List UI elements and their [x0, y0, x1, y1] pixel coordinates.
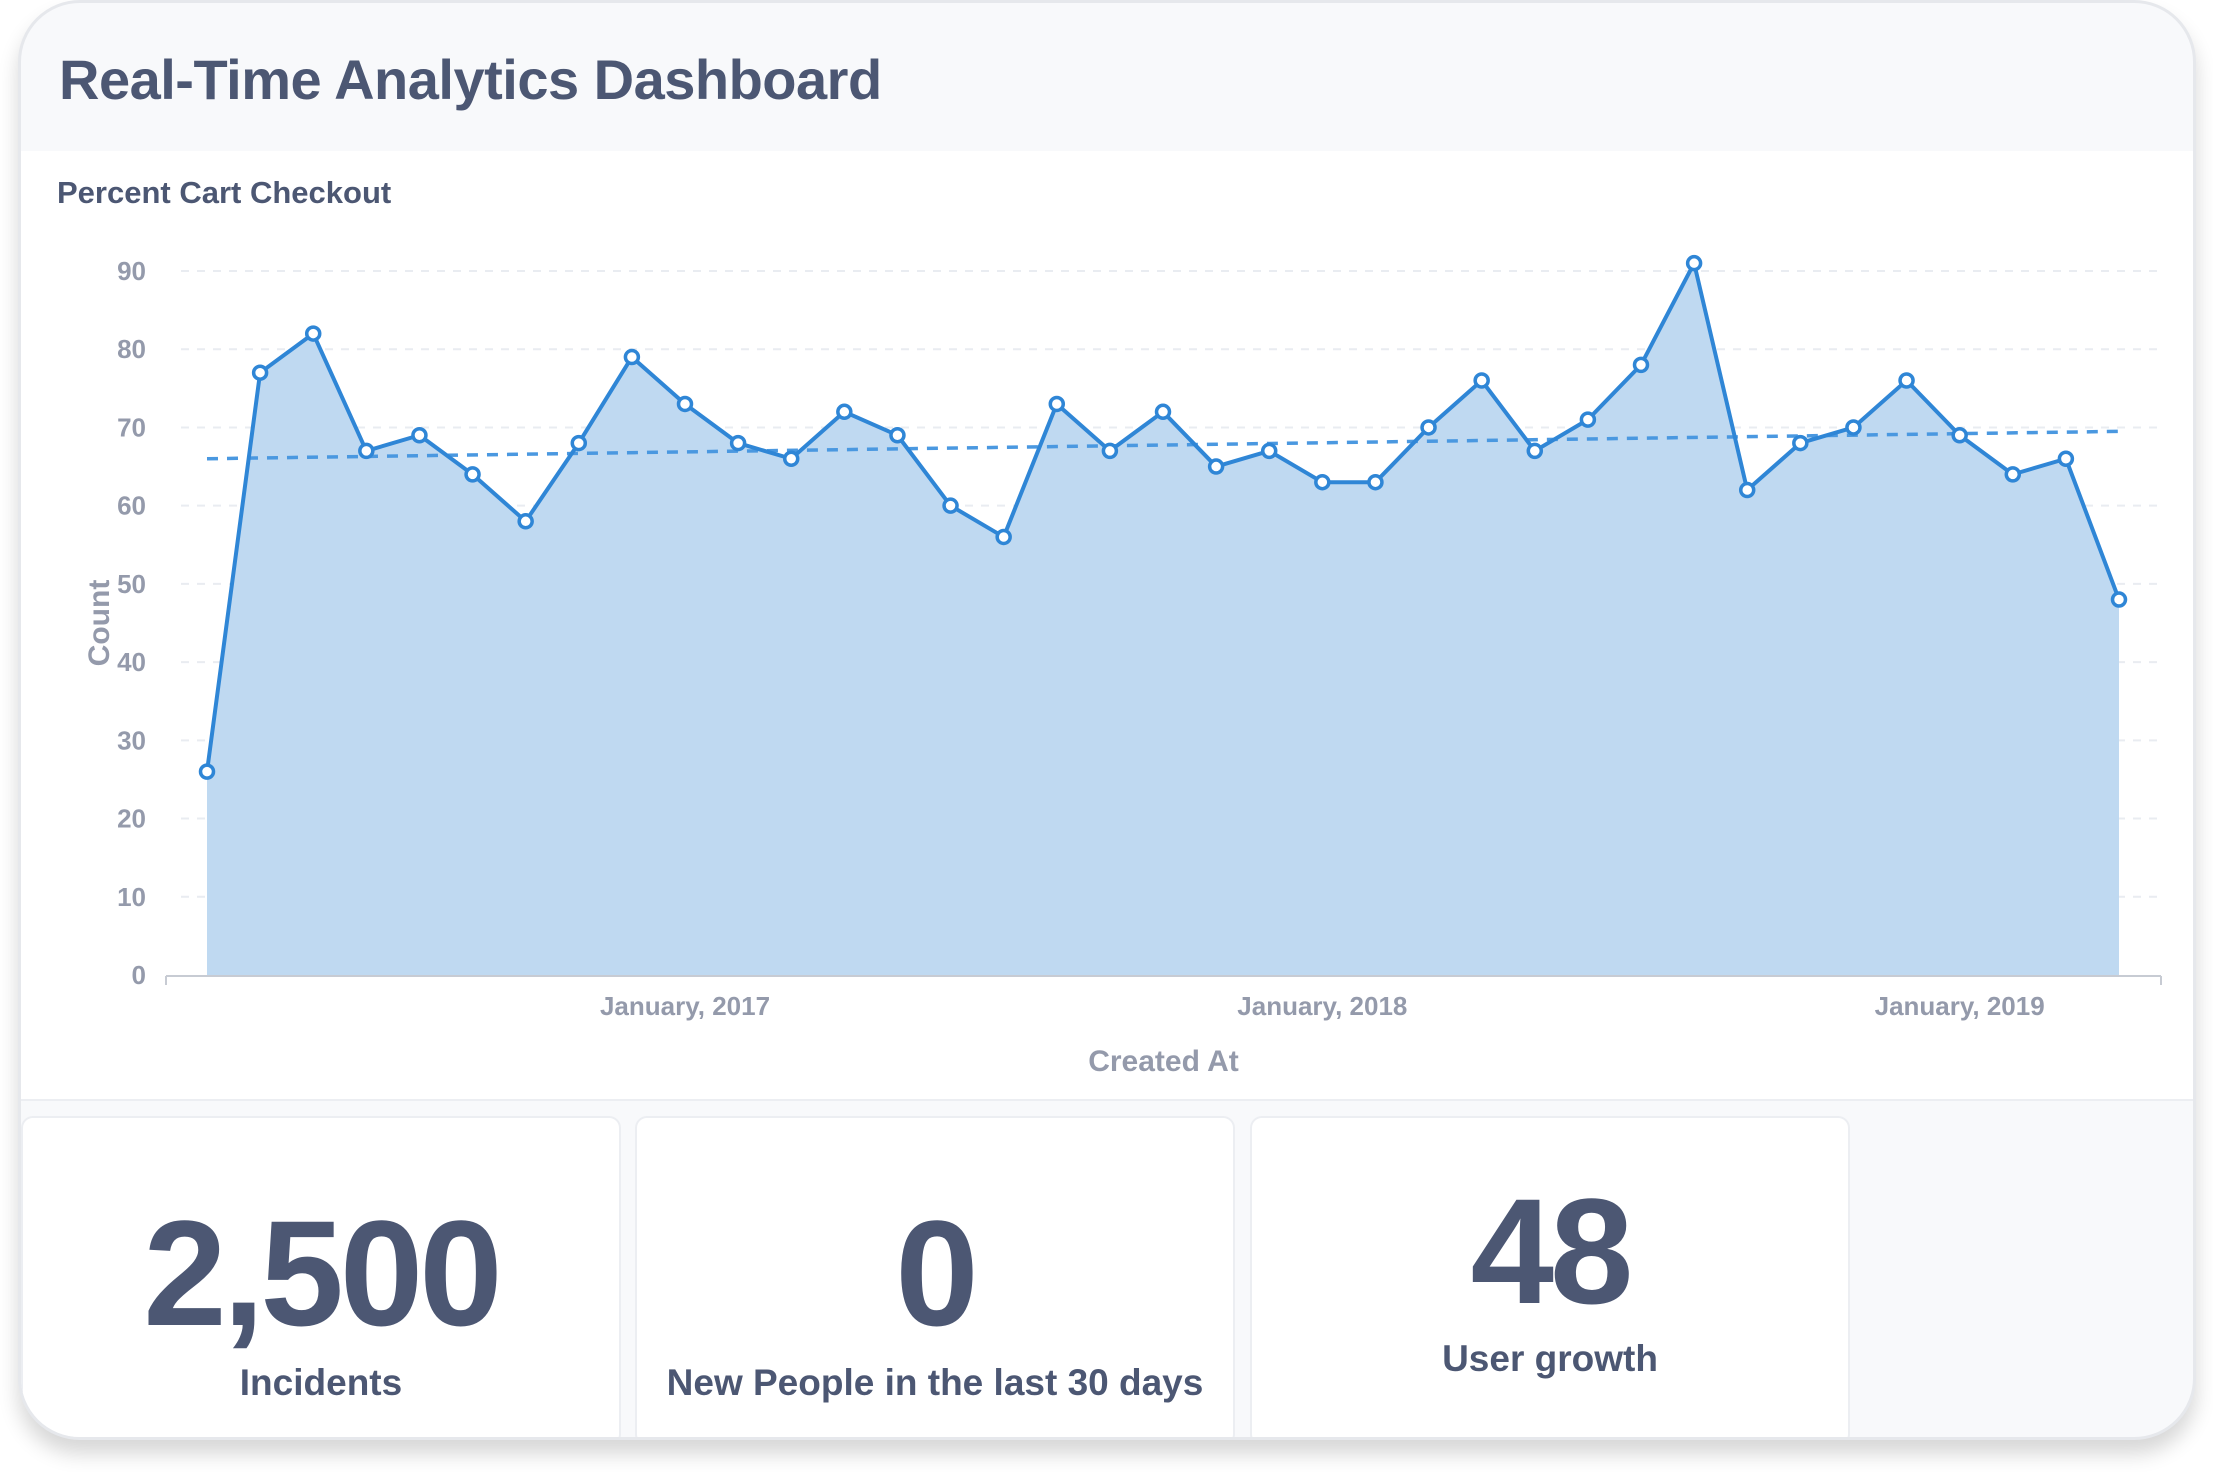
kpi-card-new-people[interactable]: 0 New People in the last 30 days	[635, 1116, 1235, 1437]
data-point[interactable]	[2110, 591, 2128, 608]
chart-title[interactable]: Percent Cart Checkout	[57, 175, 392, 210]
data-point[interactable]	[623, 348, 641, 366]
data-point[interactable]	[1207, 458, 1225, 475]
kpi-label-new-people: New People in the last 30 days	[666, 1362, 1204, 1403]
data-point[interactable]	[676, 395, 694, 413]
kpi-value-incidents: 2,500	[143, 1189, 502, 1357]
data-point[interactable]	[1685, 254, 1703, 272]
data-point[interactable]	[889, 427, 906, 444]
data-point[interactable]	[2004, 466, 2022, 483]
y-axis-title: Count	[83, 580, 116, 667]
y-tick-label: 40	[117, 647, 146, 677]
data-point[interactable]	[1101, 442, 1119, 460]
y-axis-ticks: 0 10 20 30 40 50 60 70 80 90	[117, 256, 146, 990]
area-fill	[207, 263, 2119, 975]
x-tick-label: January, 2017	[600, 991, 770, 1021]
data-point[interactable]	[411, 427, 428, 444]
data-point[interactable]	[1579, 411, 1597, 428]
kpi-label-incidents: Incidents	[239, 1362, 403, 1403]
y-tick-label: 60	[117, 491, 146, 521]
y-tick-label: 80	[117, 334, 146, 364]
data-point[interactable]	[1526, 442, 1544, 460]
data-points[interactable]	[198, 254, 2128, 780]
data-point[interactable]	[517, 513, 534, 530]
data-point[interactable]	[1898, 372, 1915, 389]
y-tick-label: 90	[117, 256, 146, 286]
kpi-card-user-growth[interactable]: 48 User growth	[1250, 1116, 1850, 1437]
y-tick-label: 10	[117, 882, 146, 912]
kpi-value-new-people: 0	[895, 1189, 978, 1357]
data-point[interactable]	[570, 434, 588, 452]
y-tick-label: 0	[132, 960, 146, 990]
data-point[interactable]	[1260, 442, 1278, 460]
data-point[interactable]	[782, 450, 800, 467]
data-point[interactable]	[729, 434, 747, 452]
data-point[interactable]	[1420, 419, 1437, 436]
data-point[interactable]	[1951, 427, 1968, 444]
data-point[interactable]	[1845, 419, 1862, 436]
y-tick-label: 30	[117, 725, 146, 755]
y-tick-label: 50	[117, 569, 146, 599]
kpi-label-user-growth: User growth	[1442, 1338, 1658, 1379]
data-point[interactable]	[1048, 395, 1066, 413]
data-point[interactable]	[1367, 473, 1384, 491]
data-point[interactable]	[995, 528, 1012, 546]
page-title: Real-Time Analytics Dashboard	[59, 48, 882, 111]
x-tick-label: January, 2019	[1875, 991, 2045, 1021]
data-point[interactable]	[198, 763, 216, 780]
data-point[interactable]	[251, 364, 269, 381]
data-point[interactable]	[1632, 356, 1650, 374]
data-point[interactable]	[1154, 403, 1172, 421]
x-axis-title: Created At	[1088, 1045, 1239, 1078]
data-point[interactable]	[304, 325, 322, 342]
kpi-card-incidents[interactable]: 2,500 Incidents	[21, 1116, 621, 1437]
data-point[interactable]	[1314, 473, 1331, 491]
chart-card[interactable]: Percent Cart Checkout 0 10 20 30 40 50 60 70 80 9…	[21, 151, 2196, 1101]
data-point[interactable]	[1792, 434, 1809, 452]
x-axis-ticks: January, 2017 January, 2018 January, 2019	[165, 976, 2162, 1021]
y-tick-label: 70	[117, 412, 146, 442]
x-tick-label: January, 2018	[1237, 991, 1407, 1021]
data-point[interactable]	[836, 403, 853, 421]
data-point[interactable]	[358, 442, 375, 460]
kpi-value-user-growth: 48	[1470, 1167, 1634, 1335]
data-point[interactable]	[464, 466, 481, 483]
data-point[interactable]	[942, 497, 959, 514]
data-point[interactable]	[1738, 481, 1756, 499]
data-point[interactable]	[2057, 450, 2075, 467]
data-point[interactable]	[1473, 372, 1490, 389]
y-tick-label: 20	[117, 804, 146, 834]
dashboard-window: Real-Time Analytics Dashboard Percent Ca…	[18, 0, 2196, 1440]
